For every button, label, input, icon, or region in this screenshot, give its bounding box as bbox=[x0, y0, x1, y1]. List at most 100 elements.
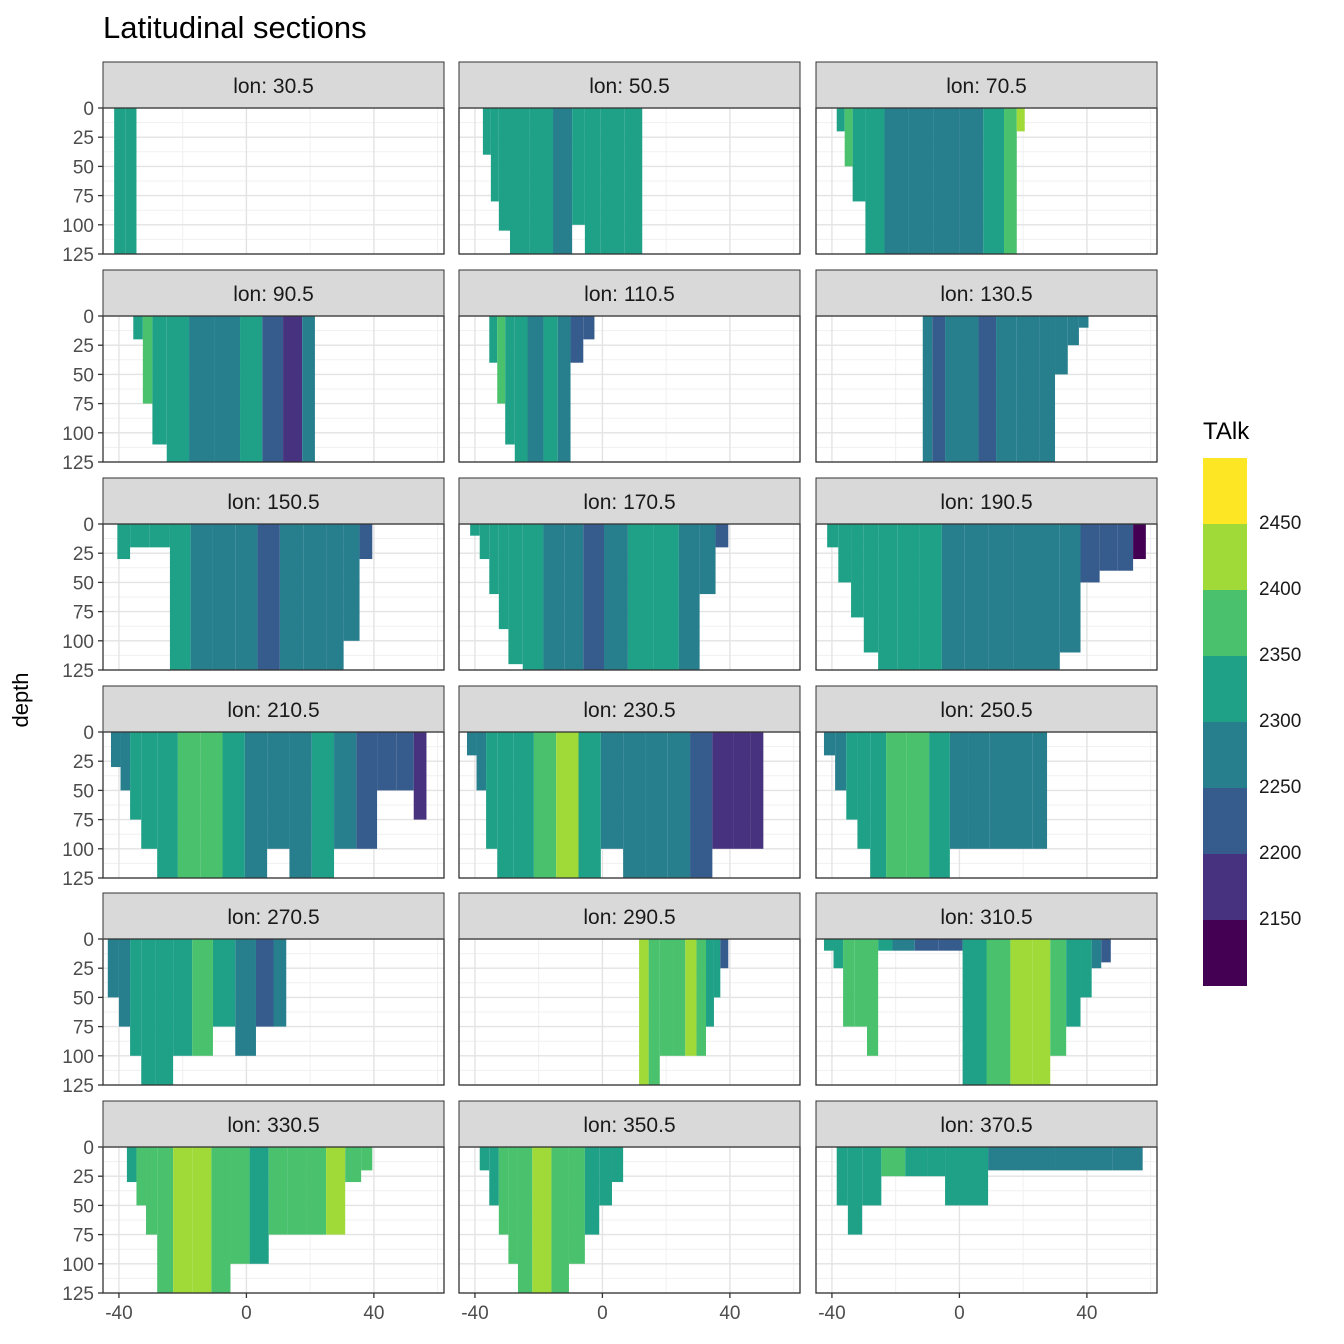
y-tick-label: 125 bbox=[62, 869, 94, 890]
y-tick-label: 100 bbox=[62, 840, 94, 861]
data-cell bbox=[897, 524, 920, 670]
data-cell bbox=[1080, 524, 1100, 583]
y-tick-label: 125 bbox=[62, 661, 94, 682]
facet-strip-label: lon: 190.5 bbox=[940, 491, 1032, 514]
data-cell bbox=[568, 1147, 585, 1264]
y-tick-label: 25 bbox=[73, 959, 94, 980]
facet-panel: lon: 370.5 -40 0 40 bbox=[815, 1100, 1158, 1324]
panel-border bbox=[458, 315, 801, 463]
data-cell bbox=[141, 939, 156, 1085]
data-cell bbox=[878, 524, 898, 670]
data-cell bbox=[529, 108, 554, 254]
data-cell bbox=[685, 939, 697, 1056]
data-cell bbox=[551, 1147, 569, 1293]
legend-label: 2200 bbox=[1259, 843, 1302, 864]
panel-border bbox=[815, 731, 1158, 879]
data-cell bbox=[211, 1147, 231, 1293]
data-cell bbox=[843, 939, 855, 1027]
facet-strip-label: lon: 230.5 bbox=[583, 699, 675, 722]
data-cell bbox=[600, 108, 625, 254]
y-tick-label: 75 bbox=[73, 811, 94, 832]
data-cell bbox=[838, 524, 852, 583]
data-cell bbox=[1059, 524, 1081, 653]
data-cell bbox=[983, 108, 1005, 254]
panel-border bbox=[102, 315, 445, 463]
x-tick-label: 40 bbox=[1076, 1303, 1097, 1324]
data-cell bbox=[578, 732, 601, 878]
data-cell bbox=[157, 732, 178, 878]
data-cell bbox=[1078, 316, 1089, 328]
data-cell bbox=[479, 524, 490, 560]
y-tick-label: 0 bbox=[83, 515, 94, 536]
data-cell bbox=[517, 1147, 533, 1293]
y-tick-label: 125 bbox=[62, 245, 94, 266]
data-cell bbox=[572, 108, 585, 225]
data-cell bbox=[230, 1147, 250, 1264]
data-cell bbox=[212, 524, 236, 670]
data-cell bbox=[396, 732, 414, 791]
panel-border bbox=[815, 1146, 1158, 1294]
data-cell bbox=[152, 316, 167, 445]
data-cell bbox=[600, 732, 624, 849]
facet-strip-label: lon: 170.5 bbox=[583, 491, 675, 514]
facet-strip-label: lon: 50.5 bbox=[589, 75, 670, 98]
data-cell bbox=[257, 524, 280, 670]
facet-panel: lon: 270.5 0 25 50 75 100 125 bbox=[62, 892, 445, 1097]
data-cell bbox=[136, 1147, 147, 1206]
data-cell bbox=[962, 939, 987, 1085]
data-cell bbox=[1080, 939, 1092, 998]
data-cell bbox=[287, 1147, 307, 1235]
facet-strip bbox=[458, 269, 801, 317]
data-cell bbox=[1010, 939, 1033, 1085]
data-cell bbox=[306, 1147, 327, 1235]
facet-strip bbox=[815, 477, 1158, 525]
facet-panel: lon: 290.5 bbox=[458, 892, 801, 1086]
chart-title: Latitudinal sections bbox=[103, 10, 367, 45]
data-cell bbox=[334, 732, 357, 849]
facet-strip-label: lon: 270.5 bbox=[227, 906, 319, 929]
legend-swatch bbox=[1203, 656, 1247, 722]
data-cell bbox=[583, 316, 595, 340]
data-cell bbox=[847, 1147, 863, 1235]
facet-panel: lon: 130.5 bbox=[815, 269, 1158, 463]
data-cell bbox=[1112, 1147, 1143, 1171]
data-cell bbox=[149, 524, 170, 548]
data-cell bbox=[192, 939, 213, 1056]
data-cell bbox=[570, 316, 584, 363]
legend-swatch bbox=[1203, 524, 1247, 590]
data-cell bbox=[345, 1147, 362, 1183]
panel-border bbox=[102, 1146, 445, 1294]
y-tick-label: 100 bbox=[62, 216, 94, 237]
data-cell bbox=[733, 732, 751, 849]
data-cell bbox=[169, 524, 191, 670]
data-cell bbox=[279, 524, 304, 670]
y-tick-label: 75 bbox=[73, 1226, 94, 1247]
data-cell bbox=[157, 1147, 174, 1293]
panel-border bbox=[815, 315, 1158, 463]
y-tick-label: 50 bbox=[73, 1196, 94, 1217]
data-cell bbox=[543, 524, 565, 670]
data-cell bbox=[527, 316, 544, 462]
facet-panel: lon: 50.5 bbox=[458, 61, 801, 255]
data-cell bbox=[933, 108, 960, 254]
data-cell bbox=[653, 524, 679, 670]
y-tick-label: 50 bbox=[73, 365, 94, 386]
y-tick-label: 125 bbox=[62, 1076, 94, 1097]
facet-strip bbox=[102, 269, 445, 317]
data-cell bbox=[470, 524, 480, 536]
facet-strip-label: lon: 30.5 bbox=[233, 75, 314, 98]
data-cell bbox=[905, 1147, 928, 1177]
y-tick-label: 100 bbox=[62, 1255, 94, 1276]
data-cell bbox=[126, 1147, 137, 1183]
data-cell bbox=[639, 939, 649, 1085]
data-cell bbox=[886, 732, 907, 878]
y-tick-label: 75 bbox=[73, 1018, 94, 1039]
data-cell bbox=[968, 732, 990, 849]
data-cell bbox=[1055, 1147, 1113, 1171]
data-cell bbox=[533, 732, 557, 878]
data-cell bbox=[713, 939, 721, 998]
data-cell bbox=[978, 316, 997, 462]
data-cell bbox=[273, 939, 287, 1027]
y-tick-label: 50 bbox=[73, 988, 94, 1009]
y-tick-label: 100 bbox=[62, 424, 94, 445]
